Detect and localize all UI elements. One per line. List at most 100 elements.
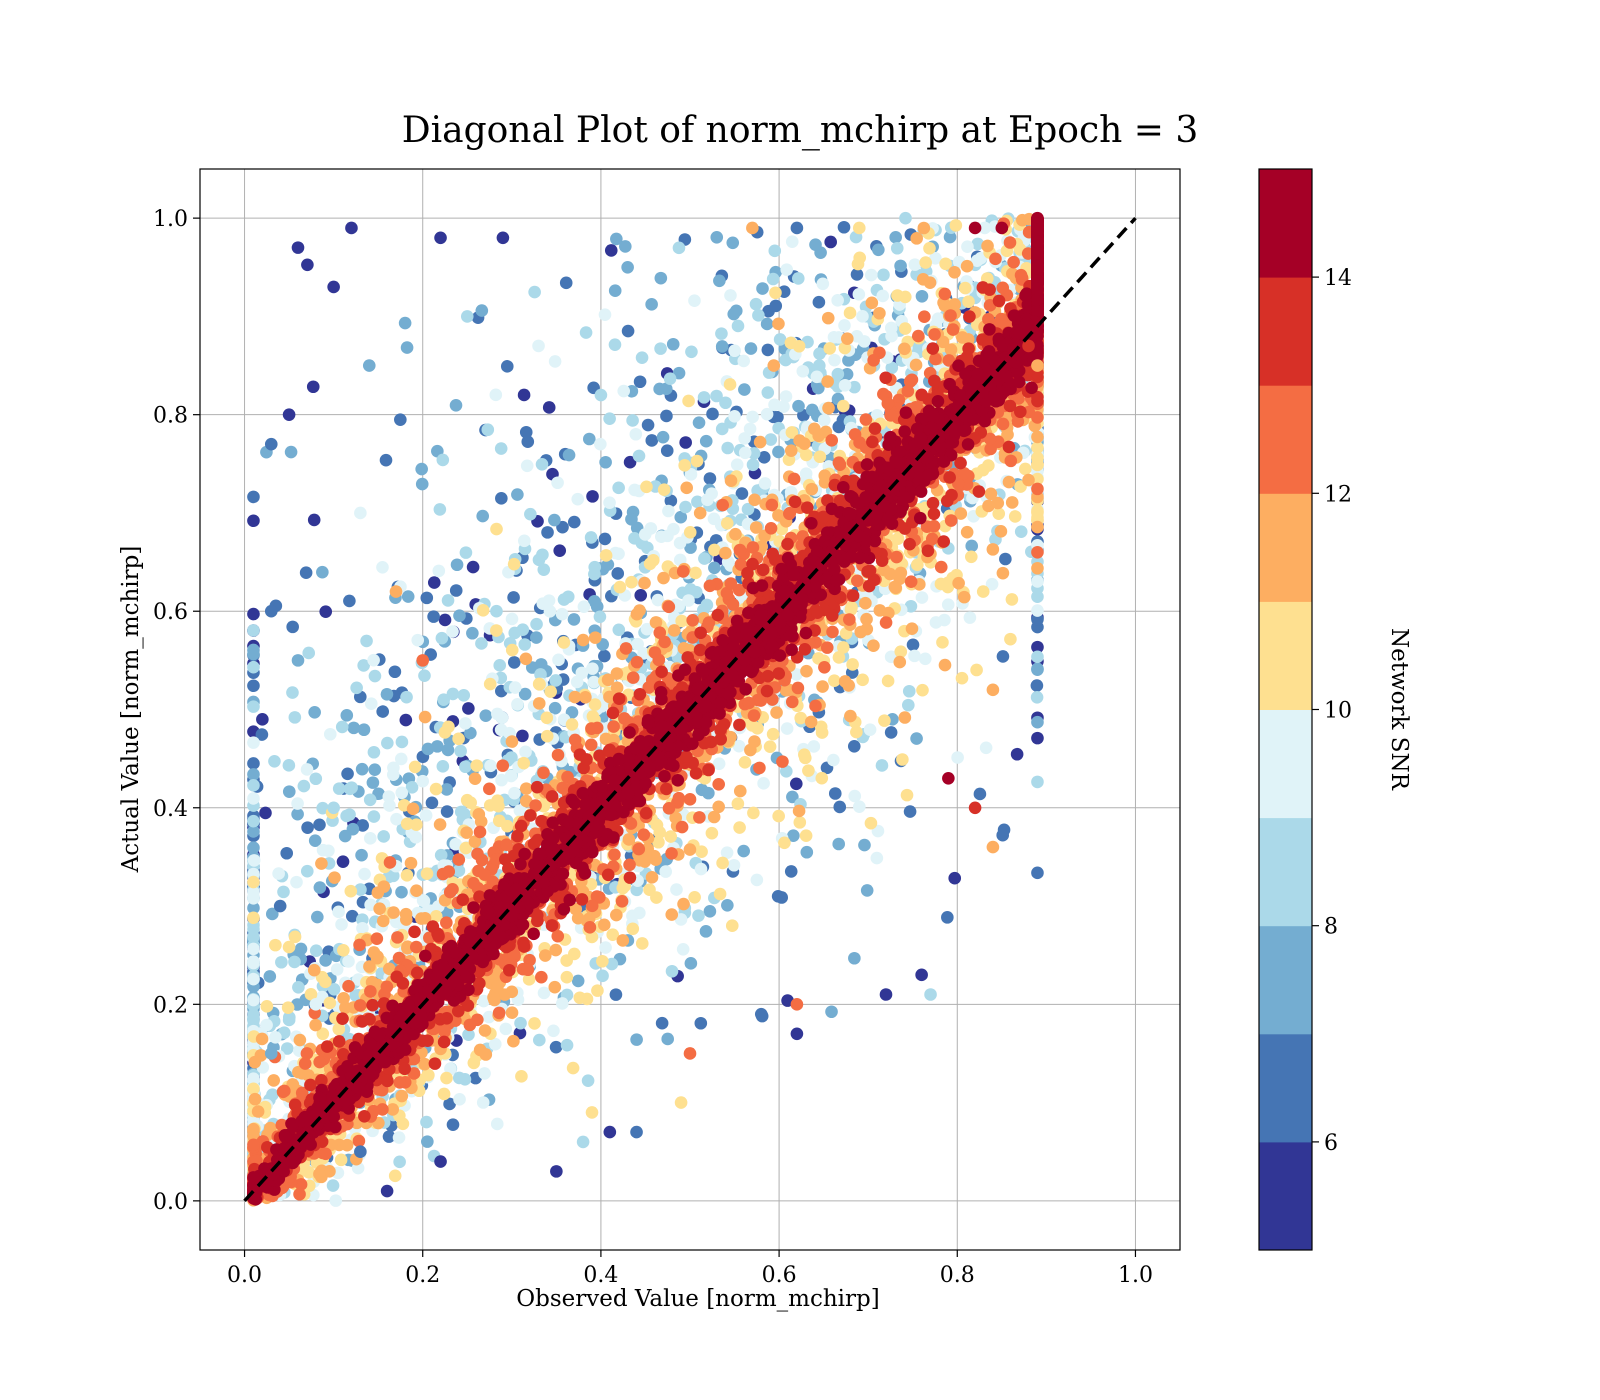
scatter-point [309, 944, 323, 957]
scatter-point [425, 796, 439, 810]
scatter-point [654, 271, 668, 285]
scatter-point [792, 339, 806, 353]
scatter-point [247, 768, 260, 781]
scatter-point [705, 487, 718, 500]
scatter-point [896, 753, 909, 766]
scatter-point [255, 1032, 269, 1046]
scatter-point [357, 723, 371, 737]
scatter-point [566, 1061, 580, 1075]
scatter-point [844, 709, 857, 723]
scatter-point [853, 251, 867, 265]
scatter-point [459, 717, 472, 730]
scatter-point [610, 908, 623, 922]
scatter-point [284, 445, 298, 459]
scatter-point [638, 576, 651, 590]
scatter-point [590, 890, 604, 903]
scatter-point [856, 673, 869, 687]
scatter-point [588, 594, 601, 608]
scatter-point [495, 492, 508, 505]
scatter-point [508, 681, 522, 694]
scatter-point [247, 660, 260, 674]
scatter-point [847, 739, 861, 753]
scatter-point [311, 910, 324, 924]
scatter-point [265, 907, 279, 921]
scatter-point [584, 531, 598, 544]
scatter-point [666, 337, 680, 351]
scatter-point [568, 690, 582, 704]
scatter-point [943, 230, 957, 244]
scatter-point [837, 641, 850, 654]
scatter-point [964, 550, 978, 564]
scatter-point [547, 1024, 560, 1038]
scatter-point [936, 636, 949, 649]
scatter-point [603, 412, 616, 425]
scatter-point [958, 281, 972, 295]
scatter-point [831, 294, 844, 307]
scatter-point [247, 972, 260, 986]
scatter-point [490, 853, 503, 866]
scatter-point [848, 380, 861, 394]
scatter-point [410, 818, 423, 831]
scatter-point [446, 625, 459, 638]
scatter-point [411, 633, 425, 647]
scatter-point [247, 736, 260, 749]
scatter-point [730, 458, 744, 471]
scatter-point [300, 1047, 314, 1060]
scatter-point [738, 383, 751, 396]
scatter-point [815, 771, 829, 785]
scatter-point [598, 532, 612, 546]
scatter-point [1031, 575, 1044, 588]
scatter-point [747, 806, 760, 820]
scatter-point [410, 884, 423, 897]
scatter-point [772, 509, 785, 522]
scatter-point [483, 677, 497, 691]
scatter-point [898, 342, 911, 356]
scatter-point [692, 909, 705, 922]
scatter-point [1002, 475, 1016, 489]
scatter-point [779, 390, 793, 403]
scatter-point [984, 487, 998, 501]
scatter-point [652, 835, 665, 849]
scatter-point [804, 715, 818, 729]
scatter-point [476, 604, 490, 617]
scatter-point [247, 1014, 260, 1027]
scatter-point [335, 918, 348, 931]
scatter-point [588, 560, 602, 574]
scatter-point [571, 492, 585, 506]
scatter-point [496, 759, 510, 772]
scatter-point [1005, 496, 1019, 509]
scatter-point [418, 710, 432, 724]
scatter-point [530, 631, 543, 644]
scatter-point [300, 864, 314, 878]
scatter-point [697, 391, 711, 404]
scatter-point [787, 829, 800, 842]
scatter-point [956, 331, 969, 344]
scatter-point [340, 709, 354, 722]
scatter-point [542, 594, 556, 607]
scatter-point [902, 684, 916, 698]
scatter-point [780, 722, 794, 735]
scatter-point [431, 740, 444, 753]
scatter-point [319, 1147, 332, 1161]
scatter-point [340, 1138, 354, 1152]
scatter-point [452, 732, 465, 746]
scatter-point [746, 410, 759, 424]
scatter-point [462, 1028, 475, 1041]
scatter-point [772, 317, 785, 331]
scatter-point [960, 259, 974, 273]
scatter-point [963, 611, 977, 624]
scatter-point [452, 864, 466, 877]
scatter-point [505, 735, 519, 748]
scatter-point [247, 1072, 260, 1085]
scatter-point [635, 937, 649, 950]
scatter-point [370, 951, 384, 965]
scatter-point [356, 819, 369, 832]
scatter-point [247, 825, 260, 838]
scatter-point [260, 1018, 273, 1032]
scatter-point [737, 844, 750, 858]
scatter-point [905, 622, 919, 635]
scatter-point [247, 607, 260, 621]
scatter-point [738, 756, 752, 769]
scatter-point [560, 954, 573, 967]
scatter-point [812, 359, 826, 372]
